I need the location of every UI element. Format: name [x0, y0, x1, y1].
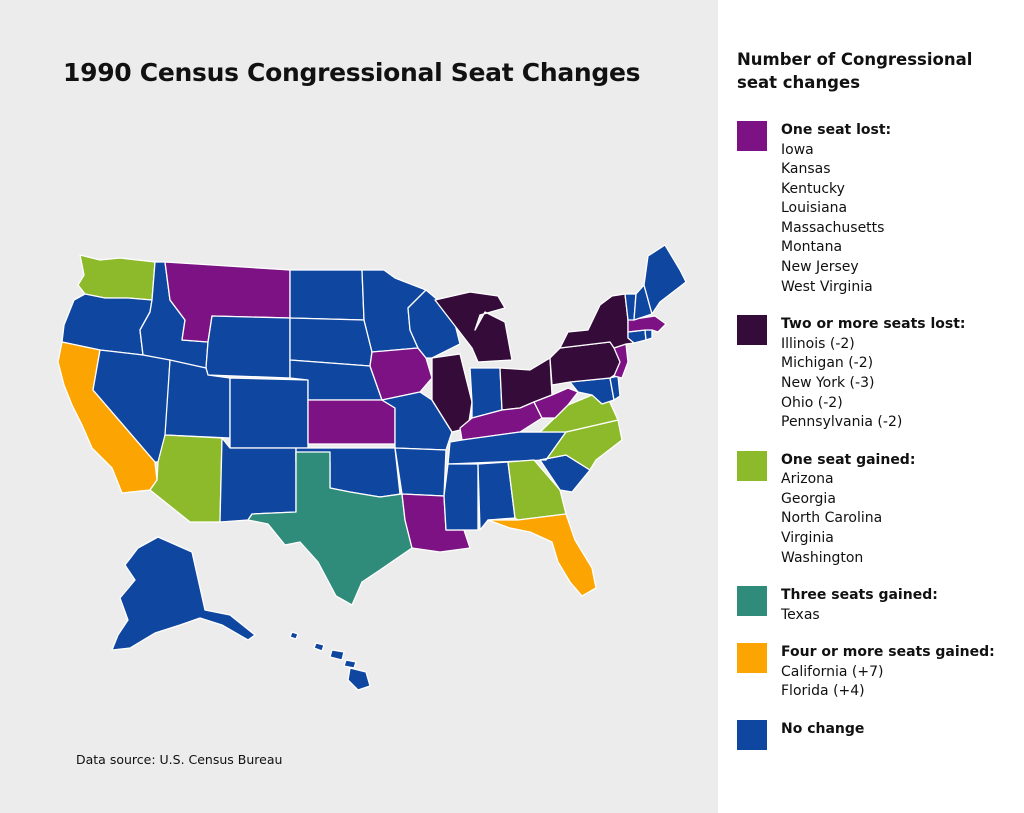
state-west-virginia[interactable] [533, 387, 579, 419]
legend-item: Illinois (-2) [781, 335, 855, 352]
state-kansas[interactable] [307, 399, 396, 445]
state-colorado[interactable] [229, 377, 309, 449]
legend-swatch [737, 315, 767, 346]
state-washington[interactable] [77, 254, 156, 301]
legend-item: Pennsylvania (-2) [781, 414, 903, 431]
state-wyoming[interactable] [205, 315, 291, 379]
state-south-dakota[interactable] [289, 317, 373, 367]
legend-swatch [737, 719, 767, 750]
legend-item: New York (-3) [781, 374, 875, 391]
state-massachusetts[interactable] [627, 315, 667, 333]
legend-item: Florida (+4) [781, 683, 865, 700]
us-map [57, 244, 687, 691]
legend-item: Virginia [781, 530, 834, 546]
legend-group-label: No change [781, 720, 865, 737]
legend: Number of Congressional seat changes One… [737, 48, 1017, 757]
legend-swatch [737, 450, 767, 481]
state-alaska[interactable] [111, 536, 256, 651]
legend-item: Texas [781, 606, 820, 623]
legend-group-label: One seat gained: [781, 451, 916, 468]
state-missouri[interactable] [381, 391, 453, 451]
legend-group-four-gained: Four or more seats gained: California (+7… [737, 643, 1017, 702]
state-mississippi[interactable] [443, 463, 479, 531]
map-title: 1990 Census Congressional Seat Changes [63, 58, 641, 87]
legend-group-label: One seat lost: [781, 122, 892, 138]
legend-item: Georgia [781, 490, 836, 507]
legend-group-two-lost: Two or more seats lost: Illinois (-2) Mich… [737, 315, 1017, 432]
legend-item: Kansas [781, 161, 831, 178]
state-michigan[interactable] [434, 291, 513, 363]
state-alabama[interactable] [477, 461, 516, 531]
legend-group-label: Four or more seats gained: [781, 644, 995, 661]
legend-groups: One seat lost: Iowa Kansas Kentucky Louisian… [737, 121, 1017, 750]
legend-item: Ohio (-2) [781, 394, 843, 411]
state-texas[interactable] [247, 451, 413, 606]
legend-item: West Virginia [781, 278, 873, 295]
state-north-dakota[interactable] [289, 269, 365, 321]
legend-item: Michigan (-2) [781, 355, 874, 372]
state-rhode-island[interactable] [644, 329, 653, 341]
legend-item: California (+7) [781, 663, 884, 680]
legend-item: Iowa [781, 141, 814, 158]
legend-item: Kentucky [781, 180, 845, 197]
legend-item: Arizona [781, 471, 834, 488]
legend-title: Number of Congressional seat changes [737, 50, 973, 92]
state-new-mexico[interactable] [219, 437, 297, 523]
state-arkansas[interactable] [394, 447, 447, 497]
state-florida[interactable] [487, 513, 597, 597]
legend-group-one-lost: One seat lost: Iowa Kansas Kentucky Louisian… [737, 121, 1017, 297]
legend-group-no-change: No change [737, 719, 1017, 750]
state-new-york[interactable] [559, 293, 635, 349]
legend-group-one-gained: One seat gained: Arizona Georgia North Caro… [737, 450, 1017, 568]
map-panel: 1990 Census Congressional Seat Changes [0, 0, 718, 813]
legend-swatch [737, 586, 767, 617]
legend-group-label: Three seats gained: [781, 587, 938, 604]
state-hawaii[interactable] [289, 631, 371, 691]
legend-swatch [737, 643, 767, 674]
data-source-note: Data source: U.S. Census Bureau [76, 752, 283, 767]
legend-item: North Carolina [781, 510, 883, 527]
legend-swatch [737, 121, 767, 151]
legend-item: Massachusetts [781, 219, 885, 236]
state-iowa[interactable] [369, 347, 433, 401]
state-indiana[interactable] [469, 367, 503, 419]
legend-group-label: Two or more seats lost: [781, 316, 966, 333]
legend-group-three-gained: Three seats gained: Texas [737, 586, 1017, 625]
legend-item: Washington [781, 549, 864, 566]
legend-item: Montana [781, 239, 843, 256]
state-maine[interactable] [643, 244, 687, 315]
legend-item: New Jersey [781, 259, 859, 276]
legend-item: Louisiana [781, 200, 848, 217]
